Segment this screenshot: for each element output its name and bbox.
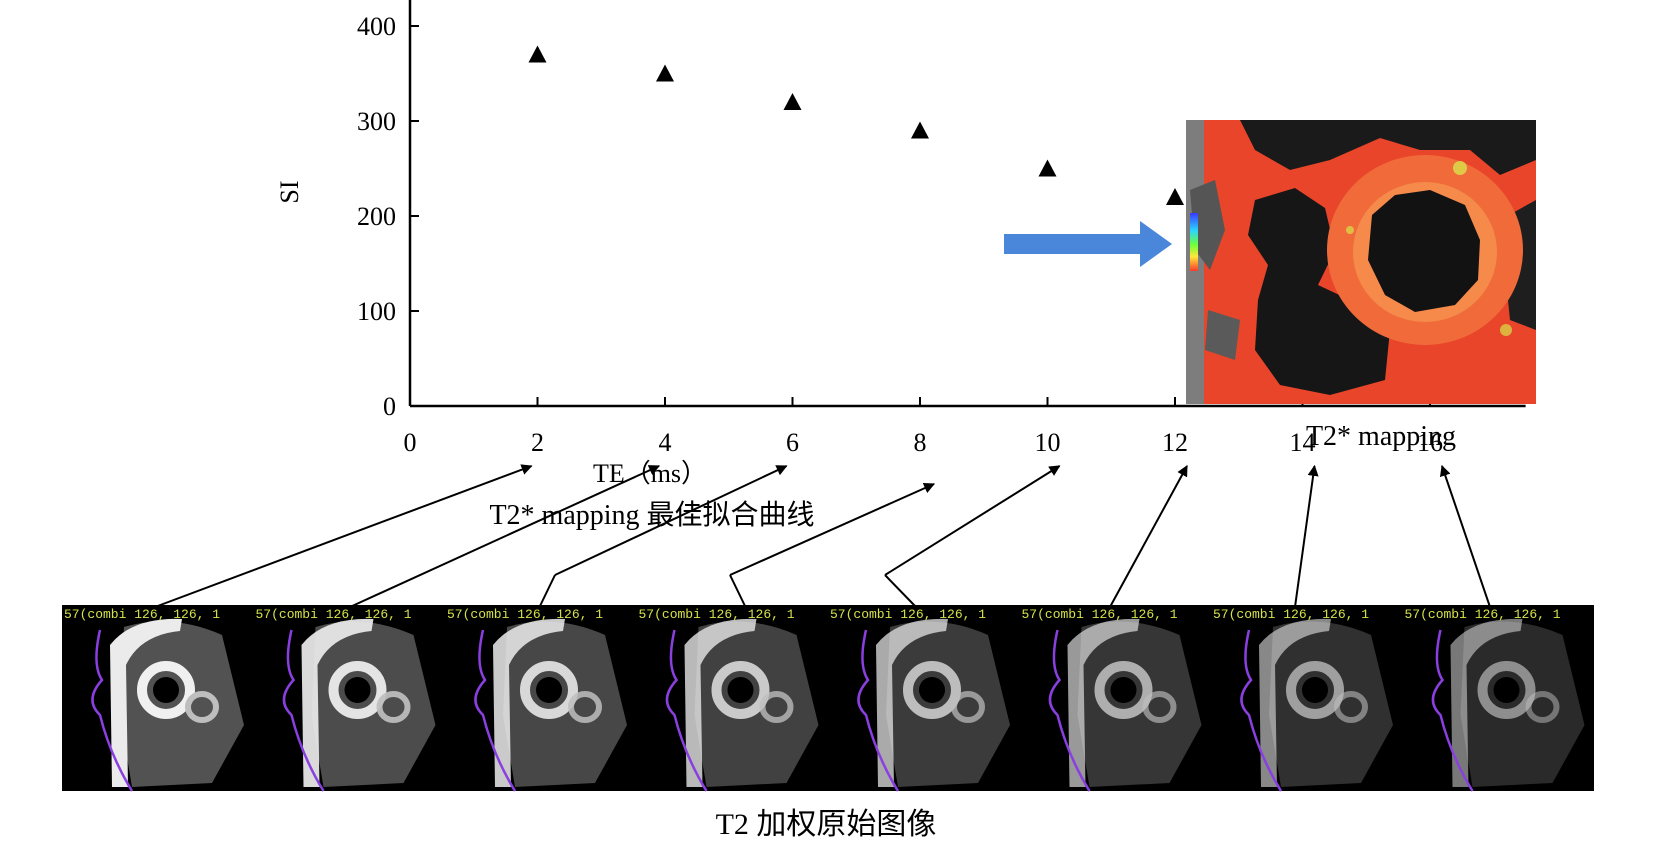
t2-weighted-frame: 57(combi 126, 126, 1 <box>256 607 436 792</box>
signal-intensity-chart: 0 100 200 300 400 0 2 4 6 8 10 12 14 16 SI TE（ms） <box>275 0 1526 488</box>
connector-arrow <box>1439 464 1491 608</box>
connector-segment <box>884 574 916 607</box>
x-tick-label: 10 <box>1035 428 1061 457</box>
t2-star-map-caption: T2* mapping <box>1306 421 1456 452</box>
data-point-triangle <box>528 45 547 63</box>
t2-weighted-frame: 57(combi 126, 126, 1 <box>64 607 244 792</box>
connector-arrow <box>554 465 788 576</box>
connector-arrow <box>729 483 936 576</box>
y-axis-label: SI <box>275 180 304 203</box>
x-tick-label: 4 <box>659 428 672 457</box>
t2-weighted-frame: 57(combi 126, 126, 1 <box>639 607 819 792</box>
frame-overlay-text: 57(combi 126, 126, 1 <box>1213 607 1369 622</box>
t2-weighted-frame: 57(combi 126, 126, 1 <box>1405 607 1585 792</box>
t2-weighted-frame: 57(combi 126, 126, 1 <box>1213 607 1393 792</box>
y-tick-label: 100 <box>357 297 396 326</box>
y-axis-ticks: 0 100 200 300 400 <box>357 12 419 421</box>
connector-arrow <box>884 465 1061 576</box>
data-point-triangle <box>656 64 674 82</box>
frame-overlay-text: 57(combi 126, 126, 1 <box>830 607 986 622</box>
data-point-triangle <box>911 121 929 139</box>
x-tick-label: 6 <box>786 428 799 457</box>
frame-overlay-text: 57(combi 126, 126, 1 <box>1405 607 1561 622</box>
data-point-triangle <box>1038 159 1057 177</box>
x-tick-label: 8 <box>914 428 927 457</box>
x-tick-label: 14 <box>1290 428 1316 457</box>
y-tick-label: 300 <box>357 107 396 136</box>
frame-overlay-text: 57(combi 126, 126, 1 <box>1022 607 1178 622</box>
connector-arrow <box>1294 464 1319 608</box>
data-point-triangle <box>1166 188 1184 205</box>
frames-caption: T2 加权原始图像 <box>716 808 937 841</box>
x-tick-label: 0 <box>404 428 417 457</box>
y-tick-label: 200 <box>357 202 396 231</box>
blue-arrow-icon <box>1004 221 1172 267</box>
frame-overlay-text: 57(combi 126, 126, 1 <box>639 607 795 622</box>
t2-weighted-frame-strip: 57(combi 126, 126, 1 57(combi 126, 126, 1… <box>62 605 1594 792</box>
data-point-triangle <box>783 93 802 110</box>
frame-overlay-text: 57(combi 126, 126, 1 <box>64 607 220 622</box>
connector-segment <box>729 574 746 607</box>
t2-star-map-image <box>1186 120 1536 404</box>
fit-curve-label: T2* mapping 最佳拟合曲线 <box>489 499 814 531</box>
x-axis-label: TE（ms） <box>593 459 707 488</box>
chart-axes <box>408 0 1526 408</box>
y-tick-label: 0 <box>383 392 396 421</box>
t2-weighted-frame: 57(combi 126, 126, 1 <box>830 607 1010 792</box>
x-axis-ticks: 0 2 4 6 8 10 12 14 16 <box>404 397 1443 457</box>
connector-arrow <box>349 465 661 608</box>
t2-weighted-frame: 57(combi 126, 126, 1 <box>1022 607 1202 792</box>
y-tick-label: 400 <box>357 12 396 41</box>
x-tick-label: 16 <box>1417 428 1443 457</box>
frame-overlay-text: 57(combi 126, 126, 1 <box>447 607 603 622</box>
x-tick-label: 12 <box>1162 428 1188 457</box>
t2-weighted-frame: 57(combi 126, 126, 1 <box>447 607 627 792</box>
connector-arrow <box>154 464 533 608</box>
connector-arrow <box>1109 465 1188 608</box>
x-tick-label: 2 <box>531 428 544 457</box>
frame-overlay-text: 57(combi 126, 126, 1 <box>256 607 412 622</box>
frame-to-tick-arrows <box>154 464 1491 608</box>
connector-segment <box>539 574 556 607</box>
